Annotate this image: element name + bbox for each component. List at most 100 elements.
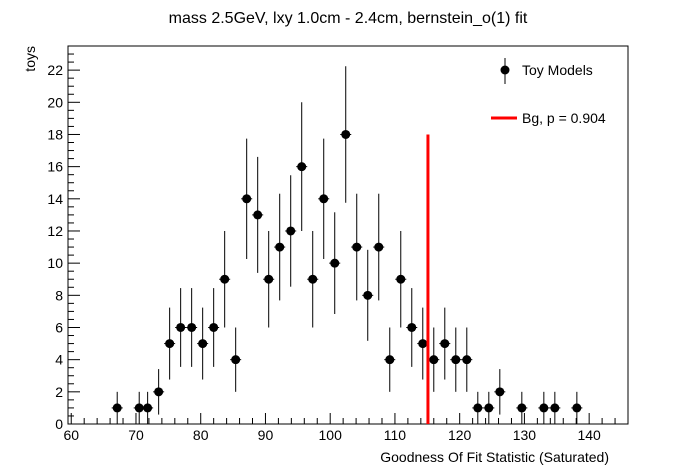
legend-bg-label: Bg, p = 0.904 (522, 110, 606, 126)
x-axis: 60 70 80 90 100 110 120 130 140 (63, 413, 629, 443)
data-point (516, 391, 528, 424)
data-point (263, 230, 275, 328)
data-point (439, 307, 451, 380)
data-point (428, 327, 440, 392)
y-axis: 0 2 4 6 8 10 12 14 16 18 20 22 (47, 45, 80, 432)
data-point (483, 391, 495, 424)
data-point (549, 391, 561, 424)
data-point (384, 327, 396, 392)
point-marker (297, 162, 307, 172)
data-point (219, 230, 231, 328)
point-marker (396, 274, 406, 284)
point-marker (550, 403, 560, 413)
point-marker (495, 387, 505, 397)
x-axis-label: Goodness Of Fit Statistic (Saturated) (380, 449, 609, 465)
data-point (111, 391, 123, 424)
legend-toy-models-marker (500, 65, 510, 75)
y-tick-label: 20 (47, 94, 63, 110)
data-point (230, 327, 242, 392)
point-marker (363, 290, 373, 300)
data-point (133, 391, 145, 424)
point-marker (242, 194, 252, 204)
point-marker (319, 194, 329, 204)
point-marker (308, 274, 318, 284)
point-marker (112, 403, 122, 413)
point-marker (385, 355, 395, 365)
point-marker (231, 355, 241, 365)
point-marker (330, 258, 340, 268)
point-marker (154, 387, 164, 397)
point-marker (176, 322, 186, 332)
y-tick-label: 16 (47, 159, 63, 175)
data-point (285, 175, 297, 287)
data-point (197, 307, 209, 380)
y-tick-label: 22 (47, 62, 63, 78)
point-marker (484, 403, 494, 413)
x-tick-label: 100 (319, 427, 343, 443)
data-point (472, 391, 484, 424)
x-tick-label: 80 (193, 427, 209, 443)
data-point (538, 391, 550, 424)
y-tick-label: 10 (47, 255, 63, 271)
plot-frame (67, 45, 629, 425)
y-tick-label: 6 (55, 319, 63, 335)
point-marker (429, 355, 439, 365)
point-marker (407, 322, 417, 332)
data-point (142, 391, 154, 424)
data-point (461, 327, 473, 392)
legend: Toy Models Bg, p = 0.904 (491, 58, 606, 126)
x-tick-label: 70 (128, 427, 144, 443)
point-marker (440, 339, 450, 349)
data-point (307, 230, 319, 328)
x-tick-label: 60 (63, 427, 79, 443)
point-marker (264, 274, 274, 284)
legend-toy-models-label: Toy Models (522, 62, 593, 78)
data-point (494, 369, 506, 415)
point-marker (253, 210, 263, 220)
point-marker (165, 339, 175, 349)
data-point (153, 369, 165, 415)
x-tick-label: 90 (258, 427, 274, 443)
point-marker (352, 242, 362, 252)
y-tick-label: 12 (47, 223, 63, 239)
data-point (241, 138, 253, 259)
point-marker (462, 355, 472, 365)
point-marker (341, 129, 351, 139)
data-point (329, 212, 341, 315)
data-point (406, 288, 418, 367)
point-marker (134, 403, 144, 413)
data-point (362, 249, 374, 341)
data-point (186, 288, 198, 367)
chart-title: mass 2.5GeV, lxy 1.0cm - 2.4cm, bernstei… (169, 10, 528, 27)
data-point (208, 288, 220, 367)
y-tick-label: 2 (55, 384, 63, 400)
y-axis-label: toys (22, 46, 38, 72)
toy-models-points (111, 66, 583, 424)
data-point (571, 391, 583, 424)
x-tick-label: 140 (577, 427, 601, 443)
point-marker (286, 226, 296, 236)
x-tick-label: 110 (384, 427, 407, 443)
data-point (340, 66, 352, 203)
data-point (373, 193, 385, 301)
y-tick-label: 0 (55, 416, 63, 432)
data-point (296, 102, 308, 231)
y-tick-label: 4 (55, 352, 63, 368)
point-marker (451, 355, 461, 365)
point-marker (187, 322, 197, 332)
point-marker (572, 403, 582, 413)
point-marker (209, 322, 219, 332)
x-tick-label: 130 (513, 427, 537, 443)
data-point (175, 288, 187, 367)
point-marker (517, 403, 527, 413)
point-marker (473, 403, 483, 413)
point-marker (374, 242, 384, 252)
y-tick-label: 14 (47, 191, 63, 207)
data-point (252, 156, 264, 273)
data-point (417, 307, 429, 380)
y-tick-label: 8 (55, 287, 63, 303)
point-marker (539, 403, 549, 413)
data-point (164, 307, 176, 380)
point-marker (275, 242, 285, 252)
